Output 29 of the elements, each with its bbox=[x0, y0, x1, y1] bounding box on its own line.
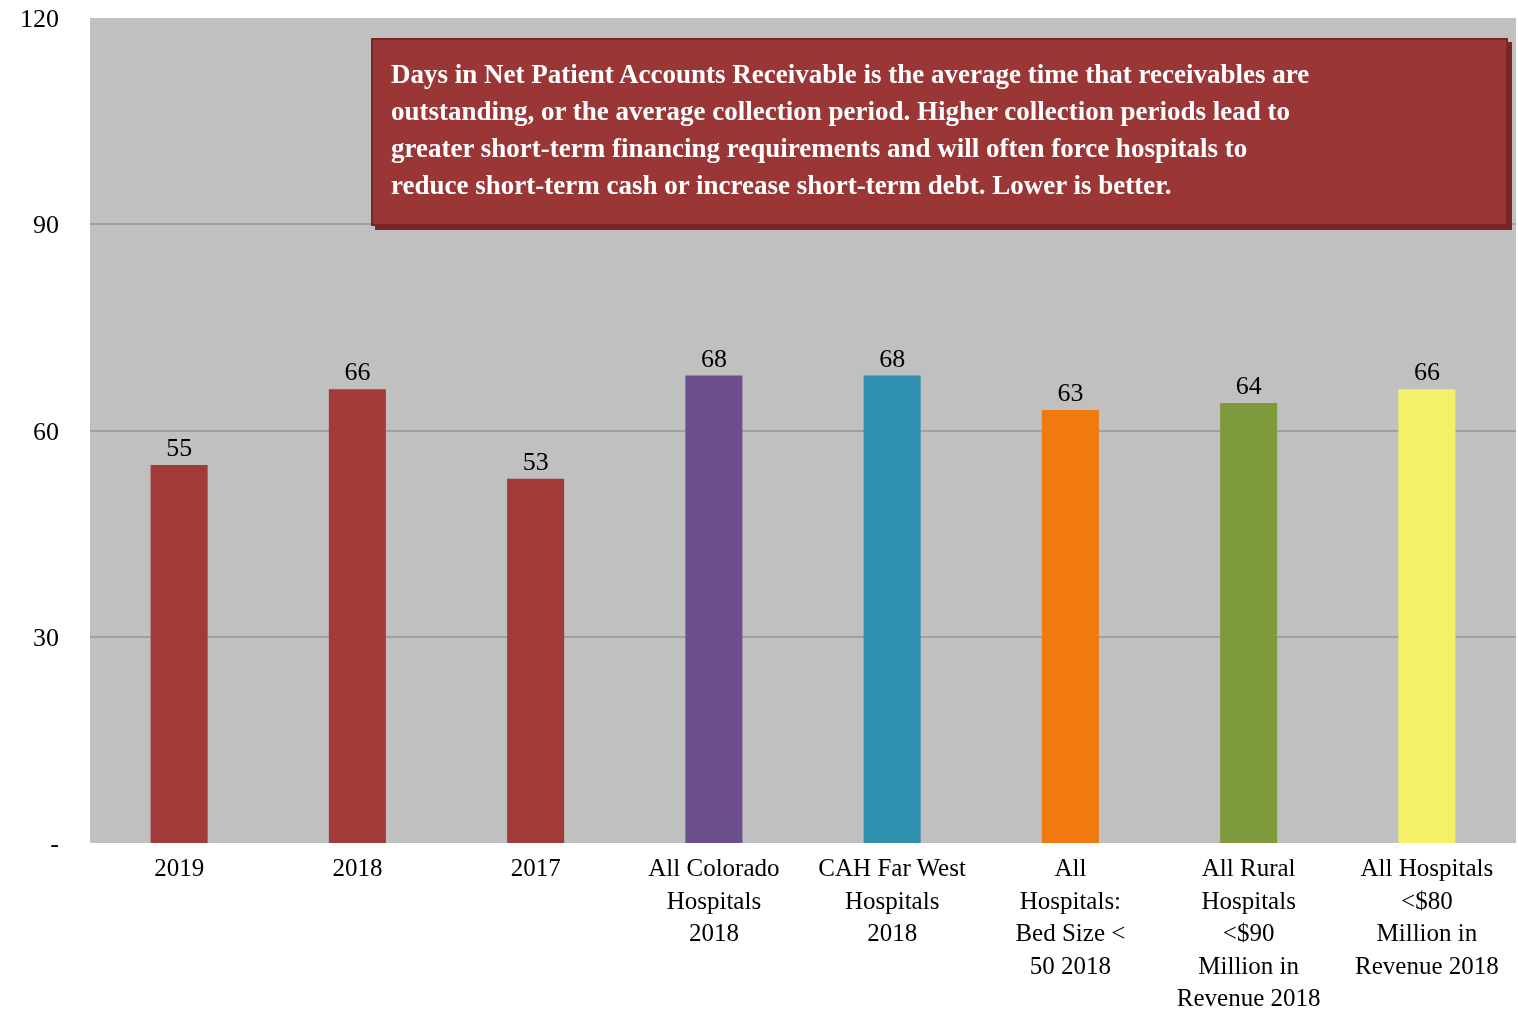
y-tick-label: 30 bbox=[33, 622, 59, 652]
data-label: 66 bbox=[1413, 357, 1440, 387]
data-label: 53 bbox=[522, 446, 549, 476]
y-tick-label: 120 bbox=[20, 4, 59, 34]
data-label: 68 bbox=[700, 343, 727, 373]
data-label: 64 bbox=[1235, 371, 1262, 400]
x-tick-label: 2018 bbox=[332, 854, 383, 881]
data-label: 68 bbox=[879, 343, 906, 373]
x-tick-label: All Hospitals <$80 Million in Revenue 2018 bbox=[1355, 854, 1499, 979]
data-label: 55 bbox=[166, 432, 193, 462]
x-tick-label: CAH Far West Hospitals 2018 bbox=[818, 854, 966, 946]
bar bbox=[1220, 403, 1278, 843]
bar bbox=[863, 375, 921, 843]
x-tick-label: 2017 bbox=[510, 854, 561, 881]
x-tick-label: 2019 bbox=[154, 854, 205, 881]
x-tick-label: All Hospitals: Bed Size < 50 2018 bbox=[1015, 854, 1126, 979]
y-tick-label: 90 bbox=[33, 210, 59, 240]
bar bbox=[1041, 409, 1099, 843]
data-label: 63 bbox=[1057, 377, 1084, 407]
bar bbox=[150, 464, 208, 843]
x-tick-label: All Colorado Hospitals 2018 bbox=[648, 854, 780, 946]
bar bbox=[507, 478, 565, 843]
bar bbox=[328, 389, 386, 843]
y-tick-label: 60 bbox=[33, 416, 59, 446]
bar bbox=[1398, 389, 1456, 843]
data-label: 66 bbox=[344, 357, 371, 387]
x-tick-label: All Rural Hospitals <$90 Million in Revenue 2018 bbox=[1176, 854, 1321, 1011]
bar bbox=[685, 375, 743, 843]
y-tick-label: - bbox=[50, 829, 59, 859]
